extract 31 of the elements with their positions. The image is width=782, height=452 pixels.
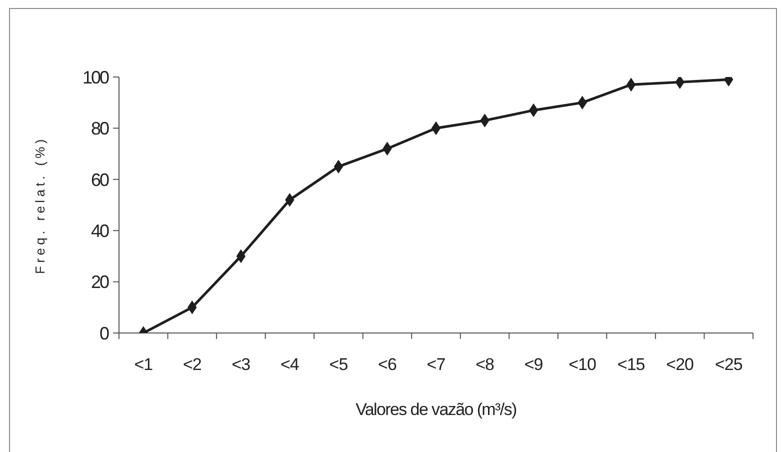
y-tick-label: 0 xyxy=(99,323,110,344)
x-tick-label: <4 xyxy=(280,355,299,374)
y-tick-label: 40 xyxy=(90,220,110,241)
x-tick-label: <8 xyxy=(476,355,494,374)
x-tick-label: <15 xyxy=(617,355,645,374)
point xyxy=(334,160,343,174)
y-tick-label: 20 xyxy=(90,272,110,292)
y-axis-title: Freq. relat. (%) xyxy=(32,136,48,274)
y-tick-label: 60 xyxy=(90,170,110,190)
point xyxy=(236,250,246,263)
x-tick-label: <2 xyxy=(182,355,202,374)
x-tick-label: <10 xyxy=(568,355,596,374)
x-tick-label: <9 xyxy=(524,355,543,374)
point xyxy=(382,142,392,156)
x-axis-title: Valores de vazão (m³/s) xyxy=(356,400,517,419)
x-tick-label: <5 xyxy=(329,355,348,374)
point xyxy=(578,96,587,110)
point xyxy=(675,77,684,89)
x-tick-label: <1 xyxy=(134,355,153,374)
point xyxy=(480,114,490,128)
x-tick-label: <7 xyxy=(426,355,446,374)
x-tick-label: <20 xyxy=(666,355,694,374)
x-tick-label: <3 xyxy=(232,355,250,374)
y-tick-label: 100 xyxy=(82,67,110,88)
x-tick-label: <6 xyxy=(378,355,396,374)
point xyxy=(188,300,197,314)
point xyxy=(626,78,636,92)
point xyxy=(529,104,538,117)
y-tick-label: 80 xyxy=(90,118,110,139)
x-tick-label: <25 xyxy=(714,355,742,374)
point xyxy=(285,193,294,206)
